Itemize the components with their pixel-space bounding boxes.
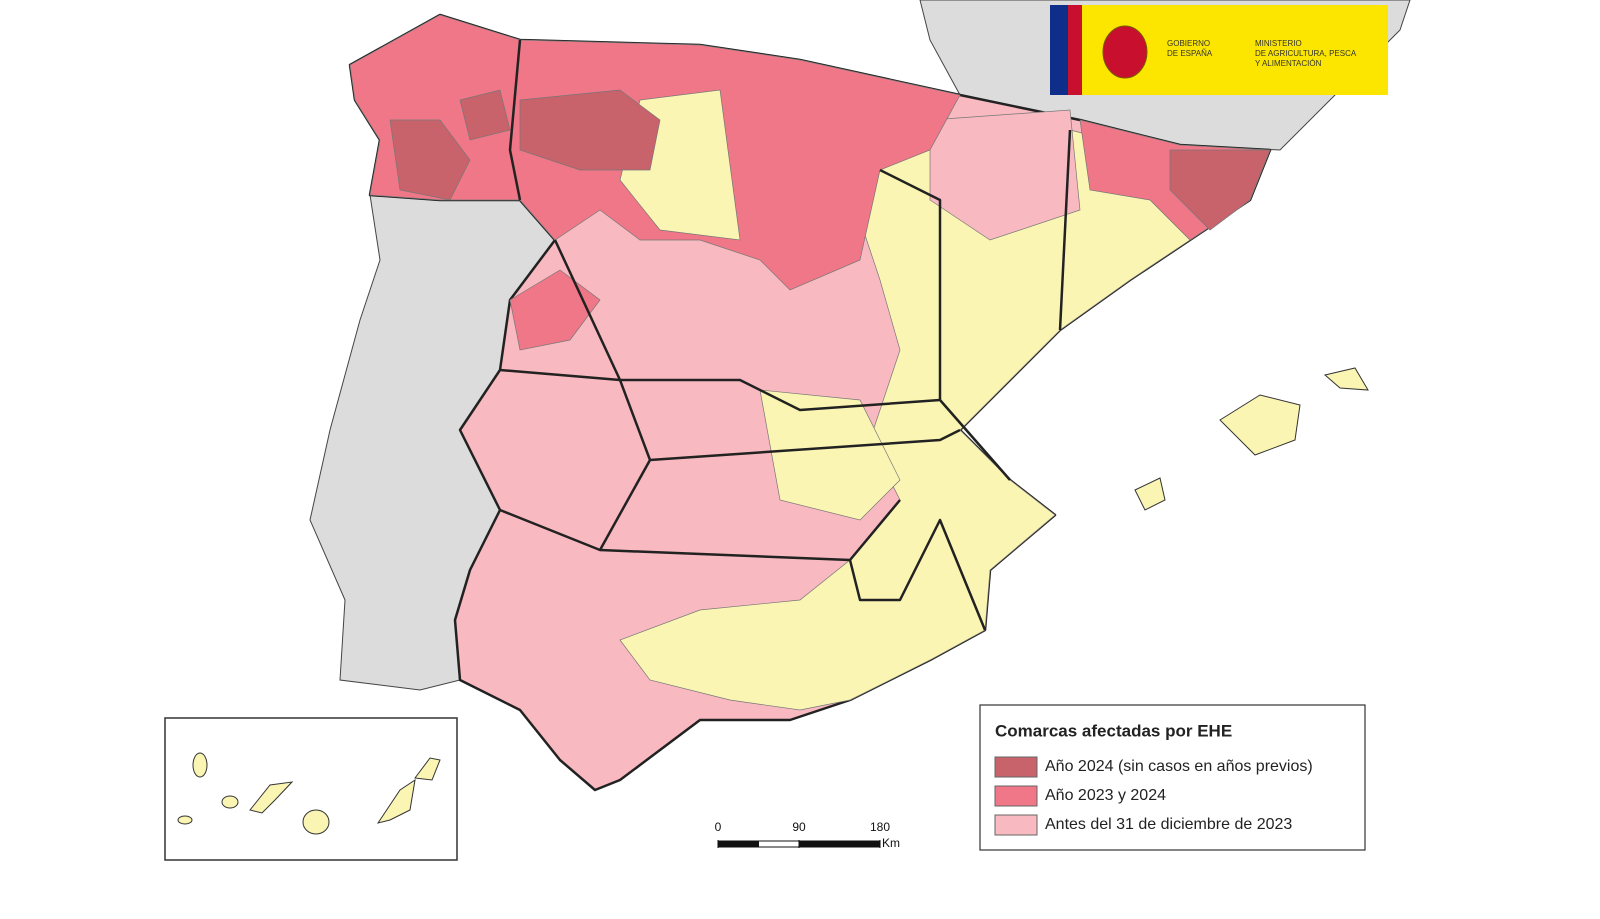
ministry-name: DE AGRICULTURA, PESCA [1255,49,1357,58]
canary-islands [177,752,441,835]
legend-swatch [994,756,1038,778]
ministry-name: MINISTERIO [1255,39,1302,48]
region-dark [1169,149,1271,231]
border [553,239,941,412]
legend-label: Antes del 31 de diciembre de 2023 [1045,816,1292,833]
scale-segment [798,840,840,848]
legend-label: Año 2023 y 2024 [1045,787,1166,804]
border [649,428,961,462]
scale-segment [758,840,800,848]
scale-unit: Km [882,836,900,850]
legend-swatch [994,785,1038,807]
border [508,39,522,201]
region-pink [929,109,1081,241]
scale-label: 180 [870,820,890,834]
scale-label: 0 [715,820,722,834]
legend-label: Año 2024 (sin casos en años previos) [1045,758,1313,775]
legend-title: Comarcas afectadas por EHE [995,721,1232,740]
government-name: GOBIERNO [1167,39,1210,48]
region-dark [389,119,471,201]
ibiza [1134,477,1166,511]
logo-emblem [1102,25,1148,79]
legend-box [979,704,1366,851]
border [848,518,987,631]
border [1058,129,1072,331]
legend-swatch [994,814,1038,836]
region-dark [459,89,511,141]
scale-label: 90 [792,820,806,834]
region-dark [519,89,661,171]
scale-segment [839,840,881,848]
region-yellow [759,389,901,521]
border [879,168,1011,481]
scale-segment [717,840,759,848]
menorca [1323,367,1369,391]
mallorca [1219,394,1301,456]
ministry-name: Y ALIMENTACIÓN [1255,59,1322,68]
logo-flag [1068,5,1082,95]
government-name: DE ESPAÑA [1167,49,1213,58]
